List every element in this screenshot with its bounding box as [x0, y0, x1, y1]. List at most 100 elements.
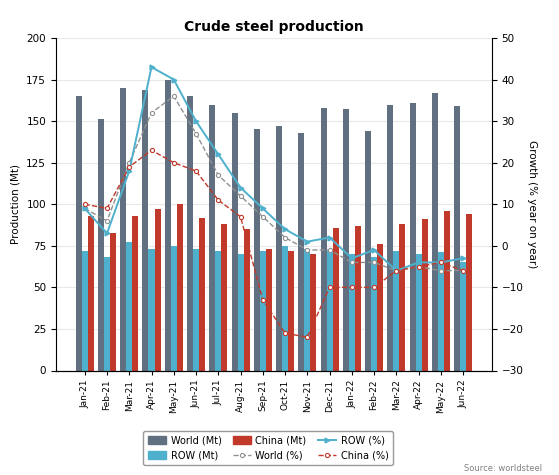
Bar: [349, 254, 355, 370]
World (%): [304, 247, 311, 253]
Bar: [126, 243, 132, 370]
Bar: [231, 113, 238, 371]
China (%): [148, 147, 155, 153]
World (%): [438, 268, 444, 274]
China (%): [326, 285, 333, 290]
ROW (%): [193, 118, 200, 124]
Bar: [110, 233, 116, 370]
Bar: [355, 226, 361, 370]
World (%): [259, 214, 266, 219]
Bar: [343, 110, 349, 371]
World (%): [215, 172, 221, 178]
ROW (%): [415, 260, 422, 266]
ROW (%): [259, 206, 266, 211]
ROW (%): [459, 256, 466, 261]
Bar: [98, 120, 104, 370]
Bar: [276, 126, 282, 370]
Bar: [432, 93, 438, 371]
China (%): [371, 285, 377, 290]
Bar: [421, 219, 428, 370]
ROW (%): [103, 230, 110, 236]
Bar: [154, 209, 160, 370]
ROW (%): [393, 268, 400, 274]
Bar: [444, 211, 450, 370]
Bar: [320, 108, 326, 370]
Bar: [238, 254, 244, 370]
Bar: [132, 216, 138, 370]
World (%): [415, 264, 422, 269]
Bar: [149, 249, 154, 370]
Bar: [209, 104, 215, 370]
China (%): [193, 168, 200, 174]
Bar: [310, 254, 316, 370]
Bar: [282, 246, 288, 370]
Bar: [215, 251, 221, 370]
Bar: [82, 251, 88, 370]
China (%): [237, 214, 244, 219]
Bar: [399, 224, 405, 370]
Bar: [187, 96, 193, 370]
China (%): [282, 330, 288, 336]
Bar: [304, 249, 310, 370]
Bar: [177, 204, 183, 370]
Bar: [75, 96, 82, 370]
ROW (%): [348, 256, 355, 261]
Bar: [260, 251, 266, 370]
China (%): [259, 297, 266, 303]
ROW (%): [237, 185, 244, 190]
Bar: [438, 253, 444, 370]
Bar: [365, 131, 371, 370]
World (%): [371, 260, 377, 266]
World (%): [126, 160, 132, 166]
Bar: [460, 263, 466, 370]
ROW (%): [82, 206, 88, 211]
Bar: [288, 251, 294, 370]
ROW (%): [170, 77, 177, 83]
ROW (%): [304, 239, 311, 245]
ROW (%): [126, 168, 132, 174]
Line: World (%): World (%): [83, 94, 465, 273]
World (%): [103, 218, 110, 224]
China (%): [459, 268, 466, 274]
Bar: [371, 257, 377, 371]
ROW (%): [438, 260, 444, 266]
ROW (%): [148, 64, 155, 70]
Bar: [454, 106, 460, 370]
Bar: [104, 257, 110, 371]
Title: Crude steel production: Crude steel production: [184, 20, 364, 34]
China (%): [170, 160, 177, 166]
Bar: [193, 249, 199, 370]
Bar: [394, 251, 399, 370]
Bar: [244, 229, 249, 370]
China (%): [215, 197, 221, 203]
World (%): [326, 247, 333, 253]
Bar: [221, 224, 228, 370]
China (%): [304, 334, 311, 340]
Bar: [120, 88, 126, 370]
Line: China (%): China (%): [83, 148, 465, 339]
China (%): [348, 285, 355, 290]
China (%): [438, 260, 444, 266]
Bar: [410, 103, 415, 370]
Bar: [254, 130, 260, 370]
Y-axis label: Growth (% year on year): Growth (% year on year): [527, 140, 537, 268]
Bar: [299, 133, 304, 370]
World (%): [348, 260, 355, 266]
World (%): [193, 131, 200, 136]
World (%): [170, 94, 177, 99]
Bar: [170, 246, 177, 370]
China (%): [82, 201, 88, 207]
Bar: [165, 80, 170, 370]
Bar: [466, 214, 472, 370]
Bar: [266, 249, 272, 370]
World (%): [393, 268, 400, 274]
China (%): [126, 164, 132, 170]
Bar: [199, 218, 205, 370]
Bar: [415, 254, 421, 370]
World (%): [237, 193, 244, 199]
Bar: [333, 228, 339, 370]
ROW (%): [326, 235, 333, 240]
China (%): [103, 206, 110, 211]
ROW (%): [371, 247, 377, 253]
World (%): [282, 235, 288, 240]
